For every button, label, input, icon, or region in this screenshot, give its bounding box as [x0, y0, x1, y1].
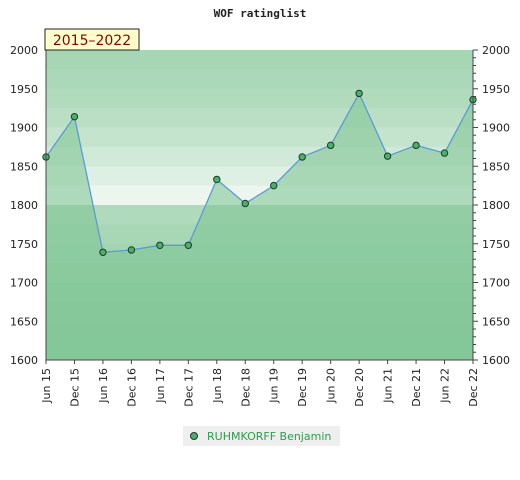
y-tick-label-right: 1950 [482, 83, 510, 96]
data-point [99, 248, 107, 256]
data-point [298, 153, 306, 161]
data-point [70, 112, 79, 121]
chart-title: WOF ratinglist [214, 7, 307, 20]
legend-marker [190, 432, 198, 440]
period-badge: 2015–2022 [44, 28, 140, 51]
y-tick-label-right: 1750 [482, 238, 510, 251]
data-point [412, 141, 420, 150]
rating-markers [42, 89, 477, 256]
data-point [127, 246, 136, 254]
y-tick-label-left: 1800 [10, 199, 38, 212]
data-point [241, 199, 249, 208]
y-tick-label-left: 1950 [10, 83, 38, 96]
data-point [355, 89, 363, 98]
y-tick-label-right: 1850 [482, 160, 510, 173]
x-tick-label: Jun 17 [154, 368, 167, 404]
background-band [46, 88, 473, 109]
x-tick-label: Jun 16 [97, 368, 110, 404]
x-tick-label: Dec 20 [353, 368, 366, 407]
data-point [440, 149, 449, 157]
x-axis: Jun 15 Dec 15 Jun 16 Dec 16 Jun 17 Dec 17 Jun … [40, 360, 480, 407]
y-tick-label-right: 1900 [482, 122, 510, 135]
data-point [326, 141, 335, 150]
y-tick-label-left: 1850 [10, 160, 38, 173]
y-tick-label-left: 2000 [10, 44, 38, 57]
legend-label: RUHMKORFF Benjamin [207, 430, 331, 443]
period-badge-text: 2015–2022 [53, 33, 131, 49]
rating-line [45, 91, 474, 253]
data-point [383, 152, 392, 160]
y-tick-label-right: 2000 [482, 44, 510, 57]
x-tick-label: Dec 19 [296, 368, 309, 407]
y-axis-left: 1600 1650 1700 1750 1800 1850 1900 1950 2000 [10, 44, 38, 367]
rating-area [46, 93, 473, 361]
axes [45, 49, 478, 361]
data-point [156, 241, 164, 250]
y-tick-label-left: 1650 [10, 315, 38, 328]
y-tick-label-right: 1650 [482, 315, 510, 328]
background-band [46, 69, 473, 90]
y-axis-right: 1600 1650 1700 1750 1800 1850 1900 1950 2000 [482, 44, 510, 367]
x-tick-label: Jun 18 [211, 368, 224, 404]
x-tick-label: Jun 22 [439, 368, 452, 404]
background-band [46, 127, 473, 148]
y-tick-label-right: 1700 [482, 277, 510, 290]
data-point [184, 241, 193, 250]
y-tick-label-left: 1700 [10, 277, 38, 290]
x-tick-label: Dec 21 [410, 368, 423, 407]
x-tick-label: Dec 15 [68, 368, 81, 407]
x-tick-label: Dec 22 [467, 368, 480, 407]
data-point [270, 181, 278, 190]
legend-box [183, 426, 340, 446]
x-tick-label: Dec 17 [182, 368, 195, 407]
y-tick-label-left: 1600 [10, 354, 38, 367]
x-tick-label: Dec 18 [239, 368, 252, 407]
legend: RUHMKORFF Benjamin [183, 426, 340, 446]
x-tick-label: Jun 15 [40, 368, 53, 404]
background-band [46, 108, 473, 128]
x-tick-label: Jun 20 [325, 368, 338, 404]
y-tick-label-right: 1800 [482, 199, 510, 212]
y-tick-label-right: 1600 [482, 354, 510, 367]
x-tick-label: Jun 19 [268, 368, 281, 404]
background-band [46, 50, 473, 70]
data-point [213, 175, 221, 184]
x-tick-label: Jun 21 [382, 368, 395, 404]
x-tick-label: Dec 16 [125, 368, 138, 407]
y-tick-label-left: 1900 [10, 122, 38, 135]
y-tick-label-left: 1750 [10, 238, 38, 251]
